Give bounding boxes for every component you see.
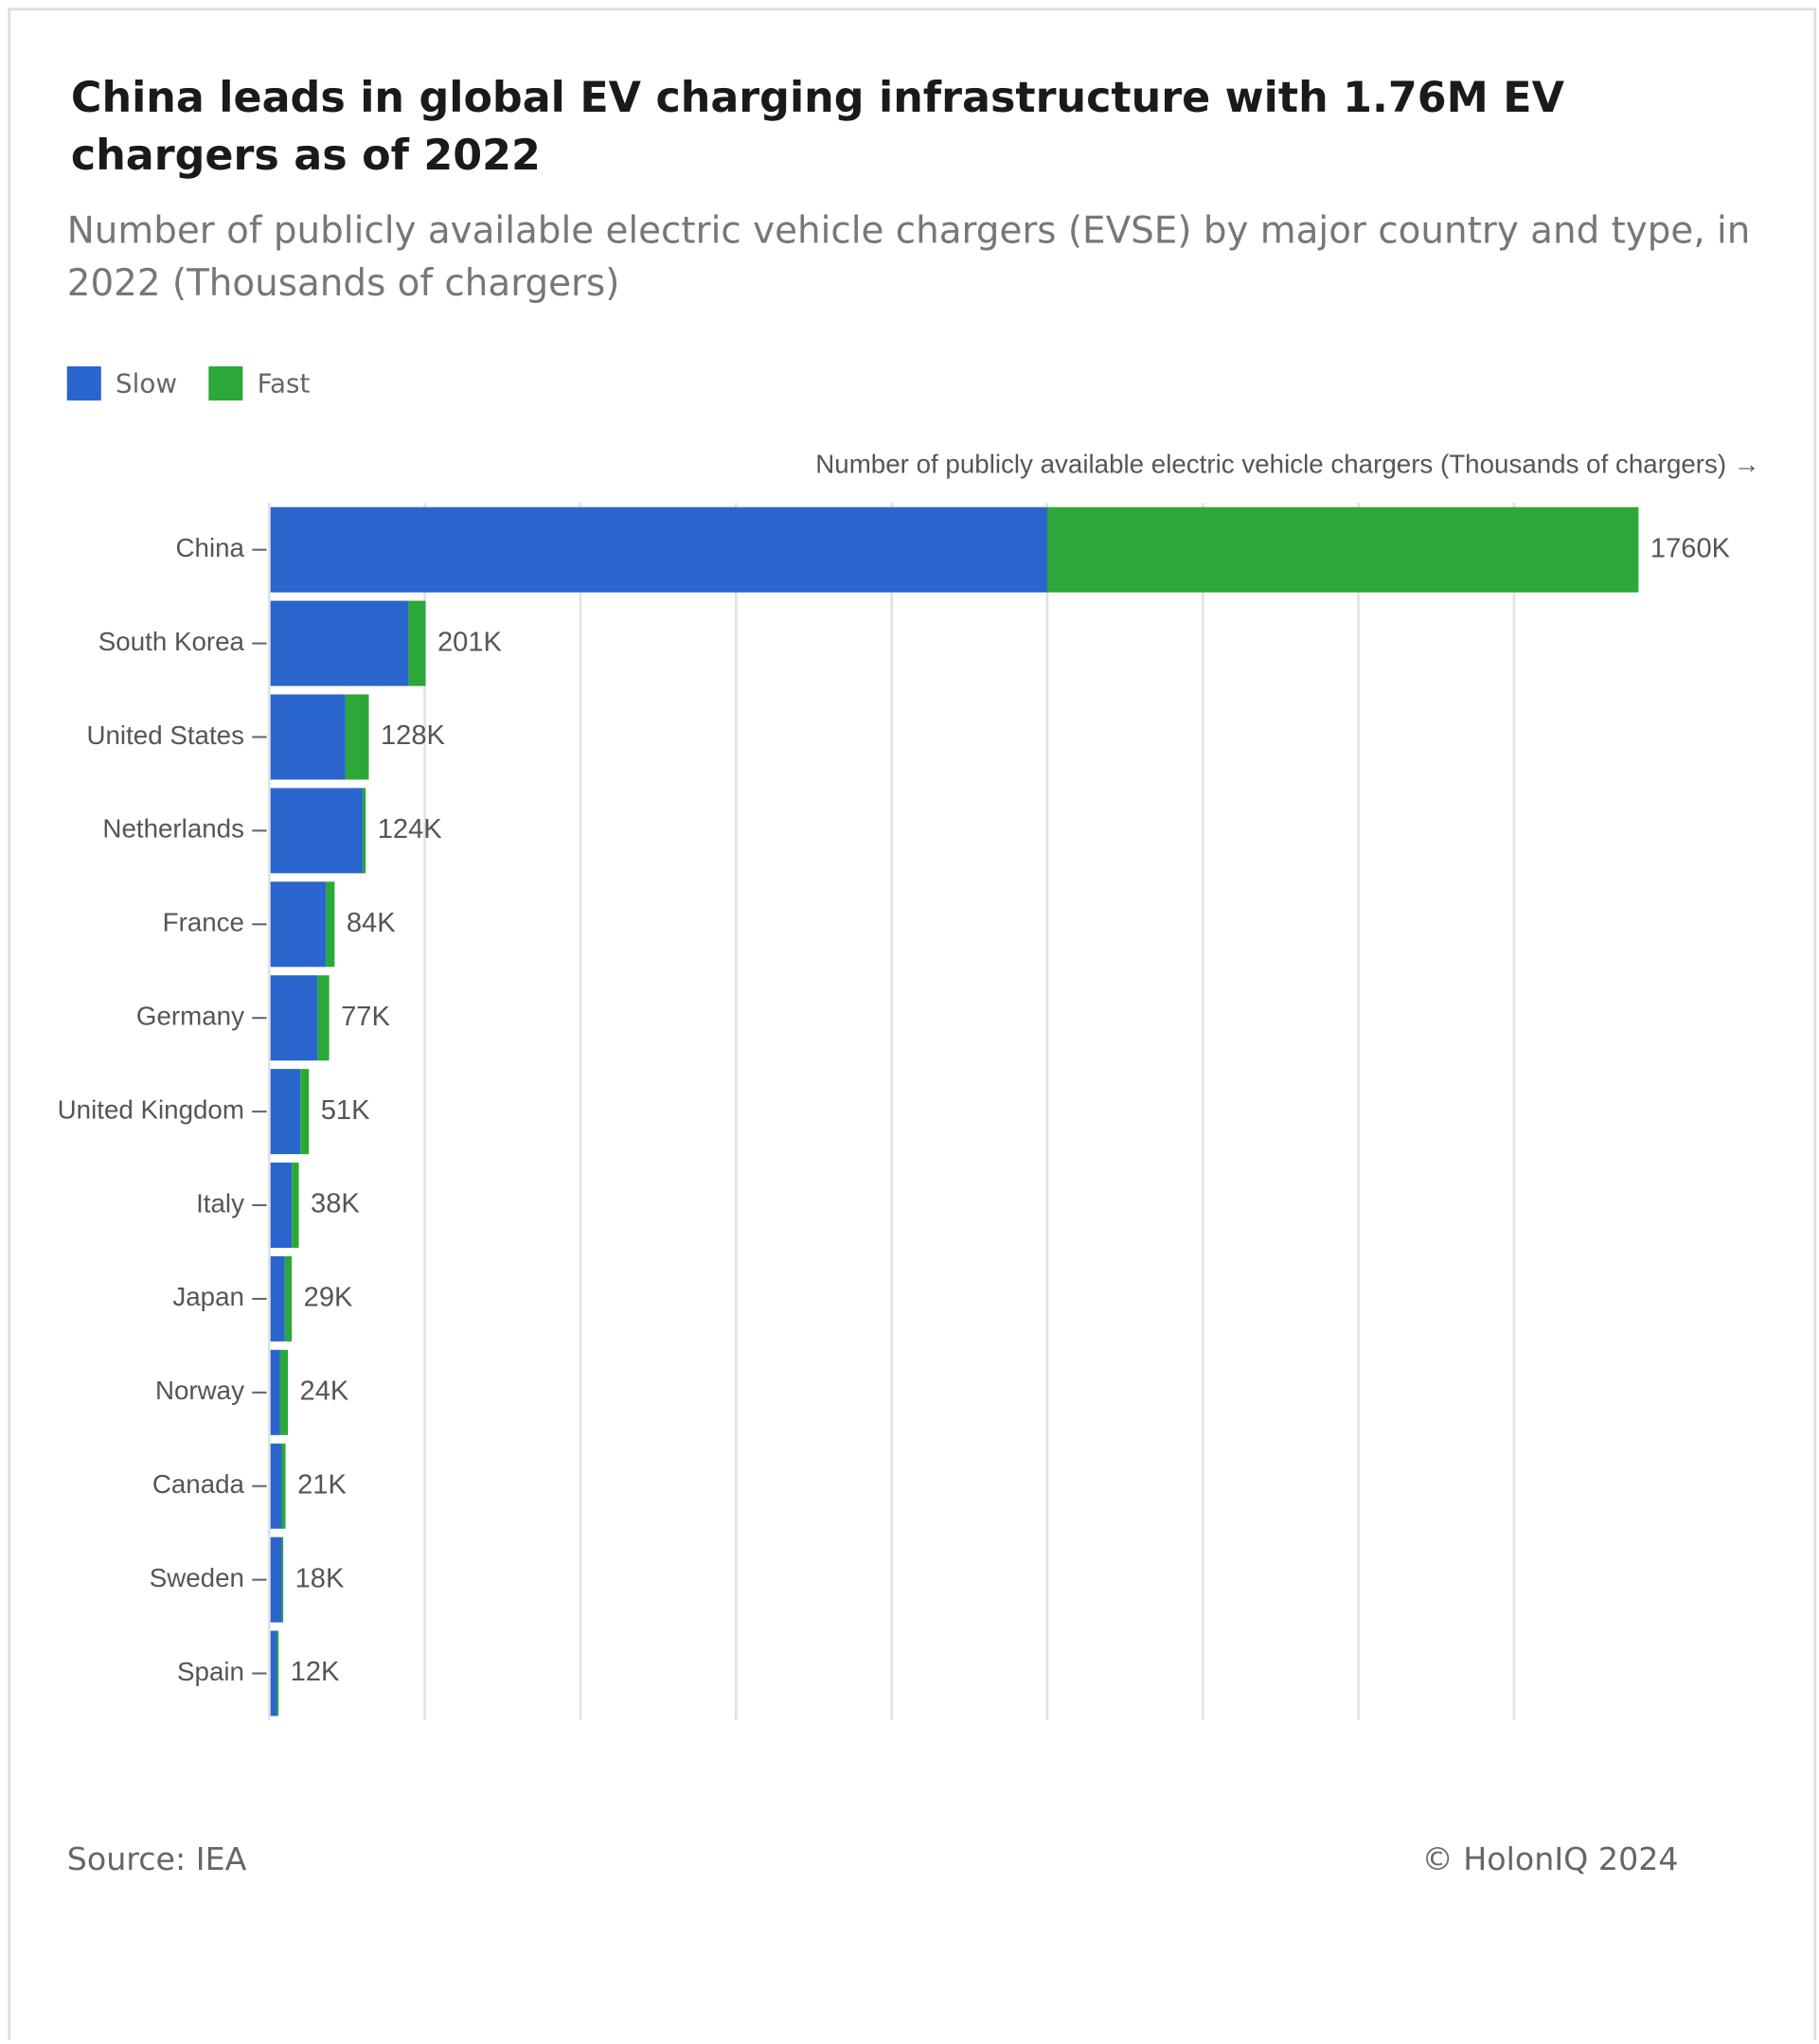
bar-segment <box>269 1349 280 1435</box>
bar-segment <box>362 788 366 874</box>
value-label: 38K <box>311 1189 360 1219</box>
value-label: 128K <box>381 720 446 751</box>
source: Source: IEA <box>67 1840 247 1877</box>
bar-segment <box>269 881 327 968</box>
bar-segment <box>269 975 318 1061</box>
legend-swatch <box>66 365 101 401</box>
legend-label: Slow <box>116 367 177 399</box>
value-label: 77K <box>341 1002 390 1032</box>
bar-segment <box>269 1537 282 1623</box>
value-label: 51K <box>321 1095 370 1126</box>
value-label: 12K <box>291 1657 340 1687</box>
y-tick-label: Germany <box>136 1002 244 1031</box>
y-tick-label: South Korea <box>98 627 245 656</box>
y-tick-label: Japan <box>172 1282 244 1311</box>
chart-title: China leads in global EV charging infras… <box>70 72 1564 181</box>
value-label: 24K <box>300 1377 349 1407</box>
y-tick-label: United States <box>86 720 244 750</box>
bar-segment <box>269 1255 285 1342</box>
value-label: 84K <box>347 908 396 938</box>
y-tick-label: France <box>163 908 244 937</box>
bar-segment <box>269 600 409 686</box>
y-tick-label: United Kingdom <box>58 1094 244 1124</box>
y-tick-label: Canada <box>152 1469 245 1499</box>
value-label: 124K <box>378 814 443 844</box>
y-tick-label: Spain <box>177 1657 244 1686</box>
bar-segment <box>276 1630 279 1716</box>
bar-segment <box>269 694 346 780</box>
bar-segment <box>281 1443 286 1529</box>
value-label: 29K <box>304 1283 353 1313</box>
value-label: 21K <box>297 1469 347 1500</box>
credit: © HolonIQ 2024 <box>1421 1840 1678 1877</box>
bar-segment <box>269 507 1047 593</box>
bar-segment <box>284 1255 293 1342</box>
value-label: 201K <box>437 627 503 657</box>
bar-segment <box>269 1630 277 1716</box>
y-tick-label: Netherlands <box>102 814 244 844</box>
bar-segment <box>269 1069 301 1155</box>
title-box: China leads in global EV charging infras… <box>70 72 1564 181</box>
bar-segment <box>345 694 369 780</box>
bar-segment <box>269 1443 282 1529</box>
value-label: 18K <box>295 1563 345 1593</box>
chart-subtitle: Number of publicly available electric ve… <box>66 208 1751 305</box>
y-tick-label: Italy <box>196 1188 244 1218</box>
bar-segment <box>281 1537 284 1623</box>
y-tick-label: China <box>176 533 245 562</box>
bar-segment <box>317 975 330 1061</box>
bar-segment <box>279 1349 289 1435</box>
bar-segment <box>269 1163 293 1249</box>
y-tick-label: Norway <box>155 1376 244 1405</box>
legend-swatch <box>208 365 243 401</box>
bar-segment <box>300 1069 310 1155</box>
bar-segment <box>326 881 335 968</box>
bar-segment <box>269 788 363 874</box>
bar-segment <box>1046 507 1639 593</box>
bar-segment <box>408 600 426 686</box>
subtitle-box: Number of publicly available electric ve… <box>66 208 1751 305</box>
value-label: 1760K <box>1650 533 1731 563</box>
bar-segment <box>292 1163 299 1249</box>
legend-label: Fast <box>258 367 311 399</box>
y-tick-label: Sweden <box>150 1563 244 1592</box>
x-axis-label: Number of publicly available electric ve… <box>815 450 1759 479</box>
